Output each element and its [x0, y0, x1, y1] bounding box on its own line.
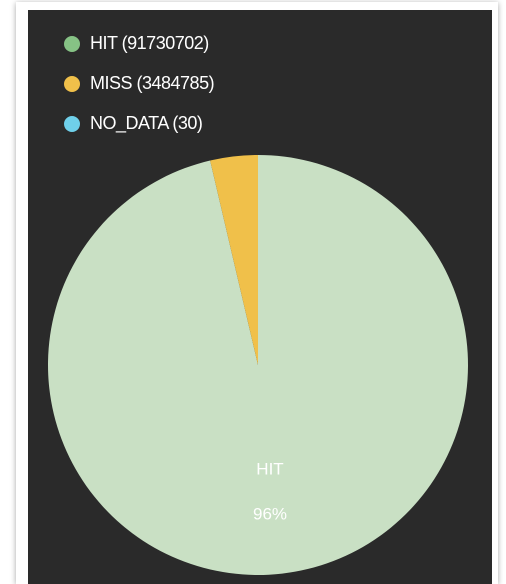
legend-label: HIT (91730702): [90, 33, 209, 53]
legend-marker: [64, 36, 80, 52]
legend-label: MISS (3484785): [90, 73, 214, 93]
slice-category-label: HIT: [256, 459, 283, 478]
legend: HIT (91730702) MISS (3484785) NO_DATA (30): [64, 33, 215, 134]
legend-marker: [64, 116, 80, 132]
pie: HIT 96%: [48, 155, 469, 575]
legend-label: NO_DATA (30): [90, 113, 202, 134]
pie-slice: [48, 155, 469, 575]
legend-marker: [64, 76, 80, 92]
slice-value-label: 96%: [253, 504, 287, 523]
pie-slice: [210, 155, 258, 365]
